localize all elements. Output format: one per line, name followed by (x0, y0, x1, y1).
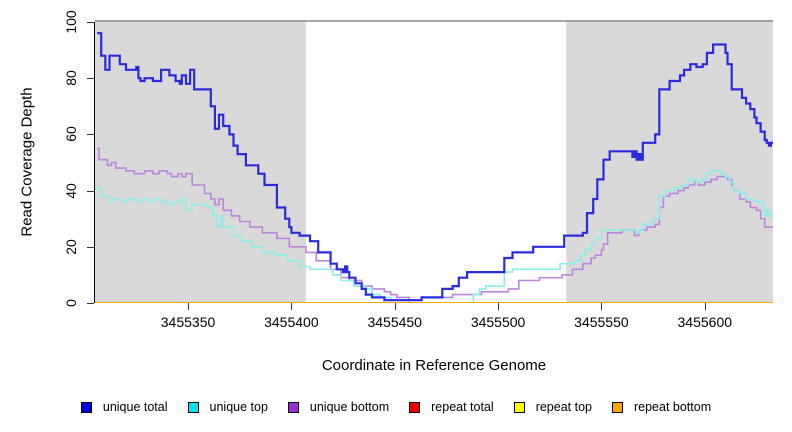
y-tick (87, 190, 94, 192)
y-tick (87, 303, 94, 304)
x-tick (498, 303, 500, 310)
y-tick-label: 60 (63, 126, 79, 143)
series-path-unique-total (97, 32, 773, 302)
y-tick-label: 80 (63, 70, 79, 86)
legend-label: unique top (209, 400, 268, 414)
x-axis-title: Coordinate in Reference Genome (321, 357, 547, 374)
legend-item: repeat bottom (611, 400, 712, 414)
x-tick-label: 3455600 (677, 314, 733, 330)
y-tick (87, 22, 94, 23)
x-tick-label: 3455350 (160, 314, 216, 330)
legend-swatch-icon (409, 401, 421, 413)
coverage-step-chart (95, 20, 773, 303)
legend-label: repeat bottom (633, 400, 712, 414)
legend-item: repeat top (513, 400, 592, 414)
legend-item: unique bottom (287, 400, 390, 414)
legend-swatch-icon (187, 401, 199, 413)
x-tick (394, 303, 396, 310)
legend-swatch-icon (513, 401, 525, 413)
y-tick-label: 40 (63, 182, 79, 199)
series-path-unique-top (97, 170, 773, 303)
x-tick-label: 3455550 (574, 314, 629, 330)
legend-item: repeat total (409, 400, 494, 414)
right-repeat-region (566, 20, 773, 303)
y-axis-line (94, 22, 95, 303)
legend-label: repeat top (535, 400, 592, 414)
y-tick (87, 134, 94, 136)
y-tick-label: 20 (63, 239, 79, 255)
legend-label: repeat total (431, 400, 494, 414)
x-tick-label: 3455450 (367, 314, 422, 330)
legend-swatch-icon (287, 401, 299, 413)
y-axis-title: Read Coverage Depth (18, 87, 36, 237)
legend-item: unique top (187, 400, 268, 414)
x-tick-label: 3455400 (264, 314, 319, 330)
y-tick (87, 246, 94, 248)
x-tick (601, 303, 603, 310)
x-tick (704, 303, 706, 310)
legend-swatch-icon (611, 401, 623, 413)
legend-label: unique bottom (309, 400, 390, 414)
legend-item: unique total (80, 400, 168, 414)
x-tick-label: 3455500 (470, 314, 526, 330)
y-tick-label: 100 (63, 10, 79, 34)
left-repeat-region (95, 20, 306, 303)
y-tick (87, 78, 94, 80)
plot-panel (95, 20, 773, 303)
y-tick-label: 0 (63, 299, 79, 307)
x-tick (291, 303, 293, 310)
legend-label: unique total (102, 400, 168, 414)
legend: unique total unique top unique bottom repea… (0, 400, 792, 414)
legend-swatch-icon (80, 401, 92, 413)
x-tick (188, 303, 190, 310)
